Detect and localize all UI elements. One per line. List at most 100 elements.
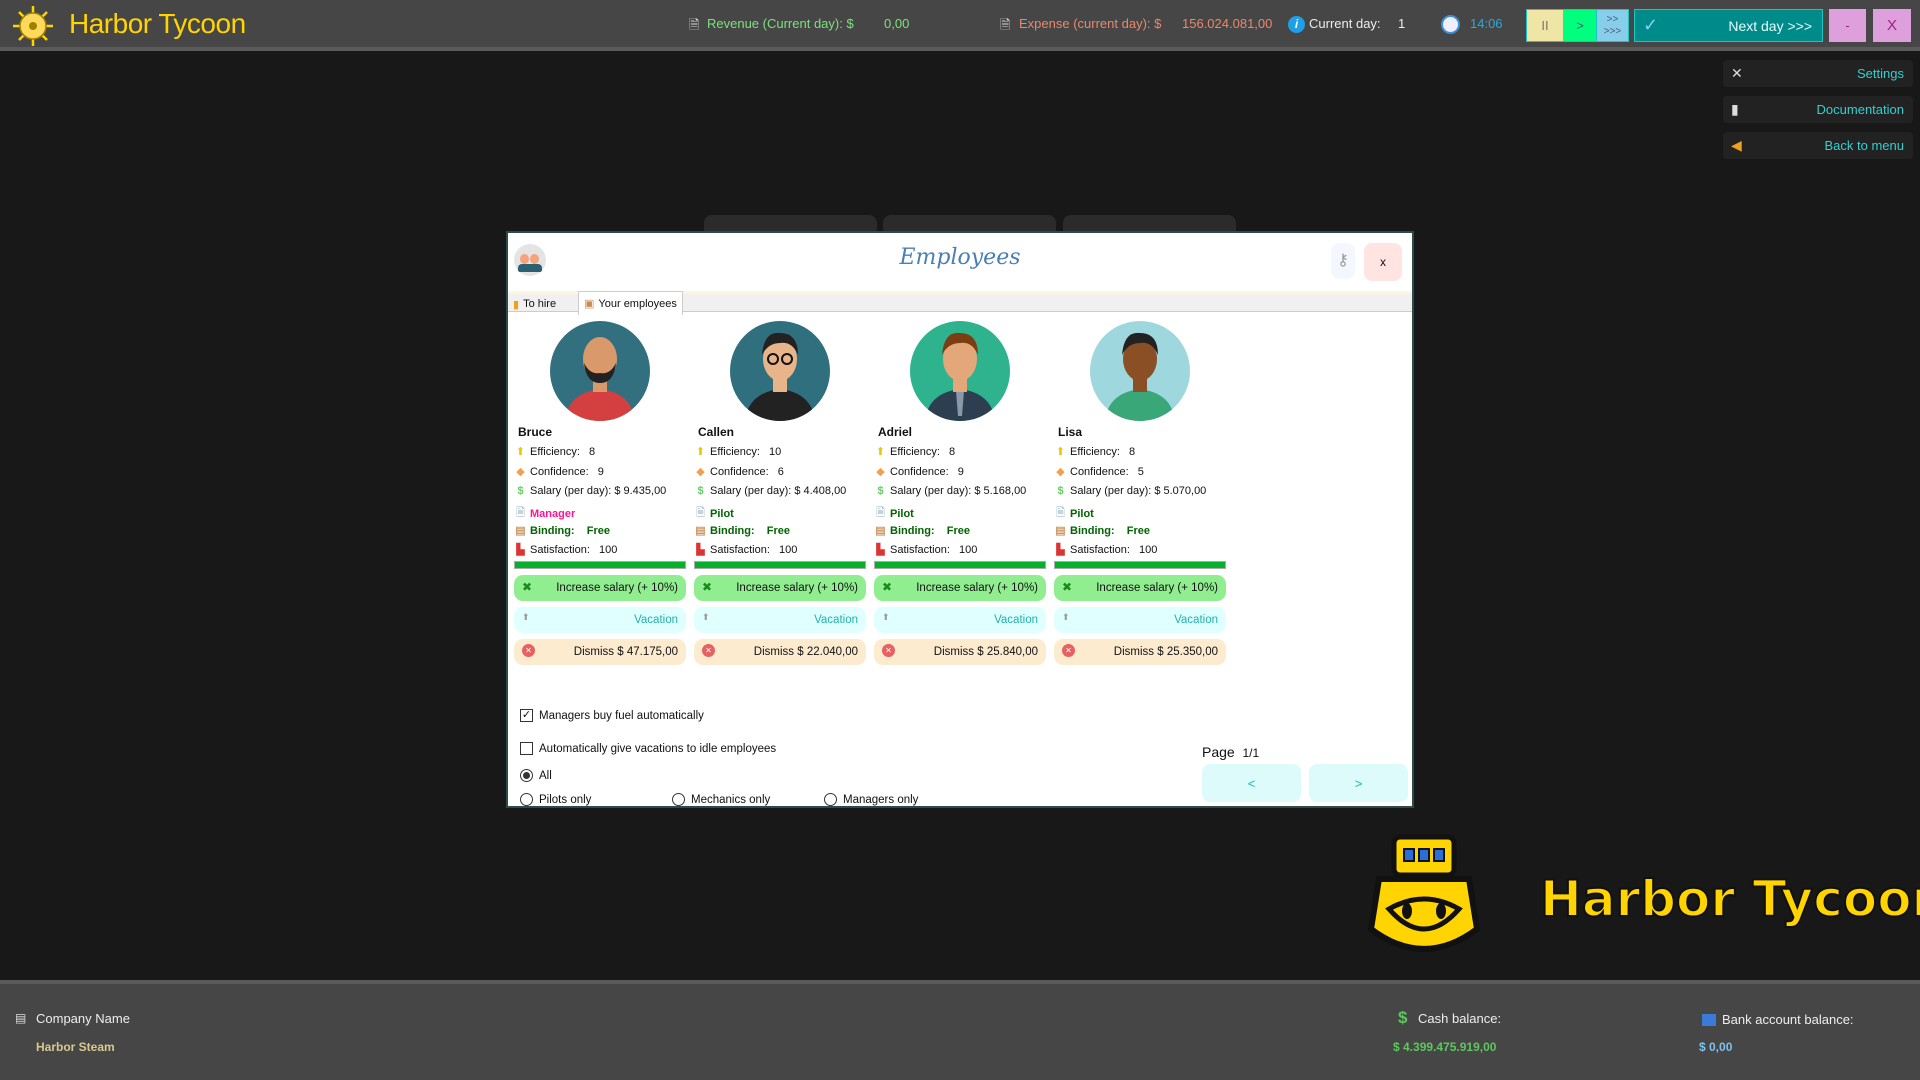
efficiency-value: 8 [949, 445, 956, 458]
increase-salary-button[interactable]: ✖ Increase salary (+ 10%) [514, 575, 686, 601]
info-icon: i [1288, 16, 1305, 33]
harbor-tycoon-ship-logo [1367, 834, 1481, 952]
vacation-button[interactable]: ⬆ Vacation [1054, 607, 1226, 633]
binding-label: Binding: [710, 524, 755, 537]
role-document-icon: 🗎 [876, 507, 885, 519]
confidence-value: 5 [1137, 465, 1144, 478]
confidence-value: 9 [957, 465, 964, 478]
pause-button[interactable]: II [1526, 9, 1564, 42]
radio[interactable] [520, 769, 533, 782]
arrow-up-icon: ⬆ [702, 612, 710, 622]
tab-to-hire[interactable]: ▮ To hire [508, 294, 561, 314]
employee-role: Pilot [890, 507, 914, 520]
efficiency-label: Efficiency: [1070, 445, 1120, 458]
salary-value: $ 4.408,00 [794, 485, 847, 497]
filter-pilots-radio[interactable]: Pilots only [520, 793, 591, 806]
revenue-value: 0,00 [884, 16, 910, 31]
confidence-label: Confidence: [530, 465, 589, 478]
confidence-value: 6 [777, 465, 784, 478]
close-app-button[interactable]: X [1873, 9, 1911, 42]
satisfaction-value: 100 [778, 543, 798, 556]
clipboard-icon: ▤ [515, 525, 526, 537]
efficiency-icon: ⬆ [1055, 446, 1066, 458]
salary-value: $ 5.070,00 [1154, 485, 1207, 497]
filter-all-radio[interactable]: All [520, 769, 552, 782]
bank-card-icon [1702, 1014, 1716, 1026]
radio[interactable] [824, 793, 837, 806]
vacation-button[interactable]: ⬆ Vacation [514, 607, 686, 633]
increase-icon: ✖ [522, 580, 533, 594]
increase-salary-button[interactable]: ✖ Increase salary (+ 10%) [694, 575, 866, 601]
satisfaction-bar-fill [875, 562, 1045, 568]
bank-balance-value: $ 0,00 [1699, 1040, 1733, 1054]
radio-label: All [539, 769, 552, 782]
employee-role: Manager [530, 507, 576, 520]
next-page-button[interactable]: > [1309, 764, 1408, 802]
dismiss-label: Dismiss $ 22.040,00 [753, 646, 858, 658]
efficiency-label: Efficiency: [530, 445, 580, 458]
settings-button[interactable]: ✕ Settings [1723, 60, 1913, 87]
vacation-button[interactable]: ⬆ Vacation [874, 607, 1046, 633]
document-icon: 🗎 [689, 17, 700, 32]
dollar-icon: $ [517, 485, 524, 497]
tab-your-employees[interactable]: ▣ Your employees [578, 291, 683, 315]
vacation-button[interactable]: ⬆ Vacation [694, 607, 866, 633]
close-dialog-button[interactable]: x [1364, 243, 1402, 281]
app-title: Harbor Tycoon [69, 8, 246, 39]
checkbox[interactable]: ✓ [520, 709, 533, 722]
back-to-menu-label: Back to menu [1824, 138, 1905, 153]
documentation-label: Documentation [1816, 102, 1904, 117]
key-icon[interactable]: ⚷ [1331, 243, 1355, 279]
dismiss-button[interactable]: ✕ Dismiss $ 22.040,00 [694, 639, 866, 665]
clipboard-icon: ▤ [875, 525, 886, 537]
role-document-icon: 🗎 [516, 507, 525, 519]
vacation-label: Vacation [634, 614, 678, 626]
clipboard-icon: ▤ [695, 525, 706, 537]
dismiss-button[interactable]: ✕ Dismiss $ 25.350,00 [1054, 639, 1226, 665]
managers-fuel-checkbox[interactable]: ✓ Managers buy fuel automatically [520, 709, 704, 722]
documentation-button[interactable]: ▮ Documentation [1723, 96, 1913, 123]
radio[interactable] [672, 793, 685, 806]
clock-icon [1441, 15, 1460, 34]
increase-salary-label: Increase salary (+ 10%) [556, 582, 678, 594]
current-day-value: 1 [1398, 16, 1406, 31]
employee-role: Pilot [1070, 507, 1094, 520]
increase-salary-label: Increase salary (+ 10%) [1096, 582, 1218, 594]
satisfaction-bar-fill [1055, 562, 1225, 568]
prev-page-button[interactable]: < [1202, 764, 1301, 802]
binding-value: Free [586, 524, 610, 537]
employee-avatar [550, 321, 650, 421]
tab-label: Your employees [598, 297, 677, 310]
satisfaction-label: Satisfaction: [1070, 543, 1130, 556]
minimize-button[interactable]: - [1829, 9, 1866, 42]
checkbox[interactable] [520, 742, 533, 755]
binding-value: Free [766, 524, 790, 537]
dismiss-button[interactable]: ✕ Dismiss $ 25.840,00 [874, 639, 1046, 665]
checkmark-icon: ✓ [1643, 15, 1659, 35]
arrow-up-icon: ⬆ [1062, 612, 1070, 622]
filter-managers-radio[interactable]: Managers only [824, 793, 918, 806]
dollar-icon: $ [1398, 1008, 1408, 1027]
radio-label: Managers only [843, 793, 919, 806]
binding-label: Binding: [890, 524, 935, 537]
increase-salary-button[interactable]: ✖ Increase salary (+ 10%) [1054, 575, 1226, 601]
dismiss-button[interactable]: ✕ Dismiss $ 47.175,00 [514, 639, 686, 665]
filter-mechanics-radio[interactable]: Mechanics only [672, 793, 770, 806]
dollar-icon: $ [877, 485, 884, 497]
dismiss-icon: ✕ [1062, 644, 1075, 657]
auto-vacation-checkbox[interactable]: Automatically give vacations to idle emp… [520, 742, 776, 755]
satisfaction-bar-fill [515, 562, 685, 568]
company-name-value: Harbor Steam [36, 1040, 115, 1054]
fast-forward-button[interactable]: >> >>> [1596, 9, 1629, 42]
vacation-label: Vacation [814, 614, 858, 626]
radio[interactable] [520, 793, 533, 806]
confidence-icon: ◆ [1056, 466, 1065, 478]
tools-icon: ✕ [1731, 65, 1743, 81]
next-day-button[interactable]: ✓ Next day >>> [1634, 9, 1823, 42]
tab-bar: ▮ To hire ▣ Your employees [508, 291, 1412, 315]
top-bar: Harbor Tycoon 🗎 Revenue (Current day): $… [0, 0, 1920, 51]
dialog-title: Employees [899, 245, 1021, 270]
back-to-menu-button[interactable]: ◀ Back to menu [1723, 132, 1913, 159]
play-button[interactable]: > [1563, 9, 1597, 42]
increase-salary-button[interactable]: ✖ Increase salary (+ 10%) [874, 575, 1046, 601]
